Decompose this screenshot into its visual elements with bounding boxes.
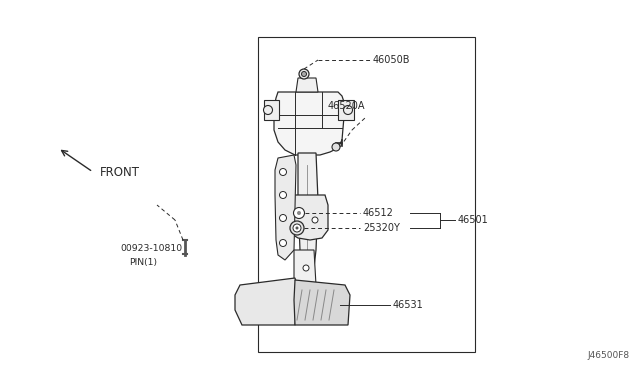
Circle shape (280, 240, 287, 247)
Polygon shape (296, 78, 318, 92)
Circle shape (297, 211, 301, 215)
Polygon shape (278, 195, 328, 240)
Polygon shape (274, 92, 345, 155)
Text: 46531: 46531 (393, 300, 424, 310)
Circle shape (294, 208, 305, 218)
Circle shape (303, 265, 309, 271)
Polygon shape (294, 280, 350, 325)
Text: 00923-10810: 00923-10810 (120, 244, 182, 253)
Text: 46520A: 46520A (328, 101, 365, 111)
Text: FRONT: FRONT (100, 166, 140, 179)
Text: PIN(1): PIN(1) (129, 257, 157, 266)
Circle shape (332, 143, 340, 151)
Text: J46500F8: J46500F8 (588, 351, 630, 360)
Circle shape (280, 192, 287, 199)
Circle shape (312, 217, 318, 223)
Circle shape (296, 227, 298, 230)
Text: 25320Y: 25320Y (363, 223, 400, 233)
Polygon shape (294, 250, 316, 285)
Circle shape (293, 224, 301, 232)
Circle shape (301, 71, 307, 77)
Polygon shape (275, 155, 296, 260)
Text: 46501: 46501 (458, 215, 489, 225)
Polygon shape (264, 100, 279, 120)
Circle shape (344, 106, 353, 115)
Polygon shape (338, 100, 354, 120)
Text: 46050B: 46050B (373, 55, 410, 65)
Text: 46512: 46512 (363, 208, 394, 218)
Circle shape (299, 69, 309, 79)
Polygon shape (235, 278, 298, 325)
Bar (258, 37, 475, 352)
Polygon shape (298, 153, 318, 285)
Circle shape (280, 215, 287, 221)
Circle shape (264, 106, 273, 115)
Circle shape (290, 221, 304, 235)
Circle shape (280, 169, 287, 176)
